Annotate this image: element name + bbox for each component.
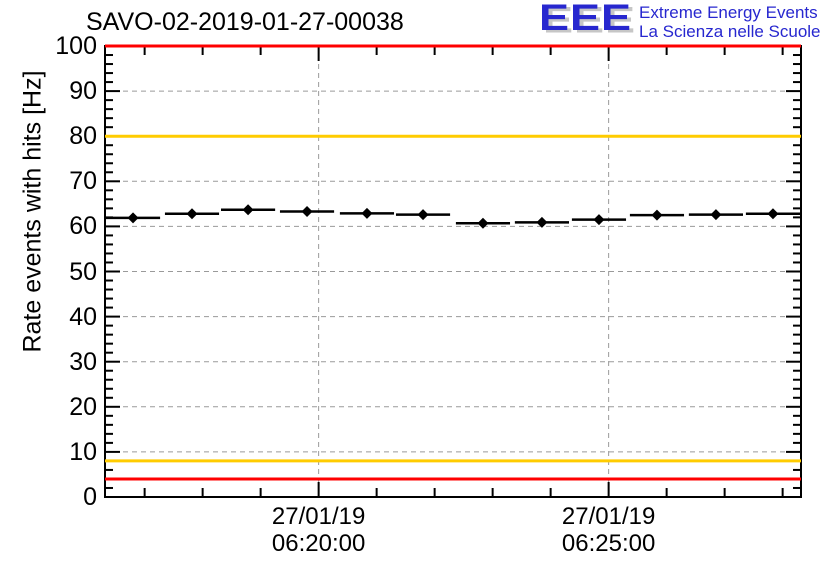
y-tick-label: 60 (69, 212, 97, 241)
eee-logo: EEE Extreme Energy Events La Scienza nel… (539, 0, 821, 41)
y-tick-label: 30 (69, 347, 97, 376)
data-point-marker (242, 204, 254, 216)
x-tick-label: 27/01/19 06:20:00 (272, 503, 365, 557)
data-point-marker (361, 207, 373, 219)
y-tick-label: 100 (55, 32, 97, 60)
data-point-marker (767, 208, 779, 220)
data-point-marker (301, 206, 313, 218)
x-tick-label-date: 27/01/19 (271, 503, 366, 530)
x-tick-label-time: 06:20:00 (271, 530, 366, 557)
eee-logo-text-line1: Extreme Energy Events (639, 3, 818, 22)
eee-logo-letters: EEE (539, 0, 633, 39)
y-tick-label: 10 (69, 437, 97, 466)
data-point-marker (477, 217, 489, 229)
data-point-marker (127, 212, 139, 224)
data-point-marker (186, 208, 198, 220)
y-tick-label: 90 (69, 77, 97, 106)
gridlines (105, 46, 801, 497)
y-tick-label: 0 (83, 483, 97, 511)
series-rate-events-with-hits (105, 204, 801, 229)
y-tick-label: 50 (69, 257, 97, 286)
y-tick-label: 20 (69, 392, 97, 421)
data-point-marker (417, 209, 429, 221)
page-title: SAVO-02-2019-01-27-00038 (86, 8, 404, 36)
data-point-marker (593, 214, 605, 226)
data-point-marker (651, 209, 663, 221)
eee-logo-text: Extreme Energy Events La Scienza nelle S… (639, 2, 820, 41)
x-tick-label-date: 27/01/19 (561, 503, 656, 530)
y-tick-label: 40 (69, 302, 97, 331)
x-tick-label: 27/01/19 06:25:00 (562, 503, 655, 557)
axis-ticks (105, 45, 801, 498)
y-tick-label: 70 (69, 167, 97, 196)
data-point-marker (710, 209, 722, 221)
plot-frame (104, 45, 802, 498)
threshold-lines (105, 44, 801, 481)
eee-logo-text-line2: La Scienza nelle Scuole (639, 22, 821, 41)
x-tick-label-time: 06:25:00 (561, 530, 656, 557)
data-point-marker (536, 216, 548, 228)
y-tick-label: 80 (69, 122, 97, 151)
